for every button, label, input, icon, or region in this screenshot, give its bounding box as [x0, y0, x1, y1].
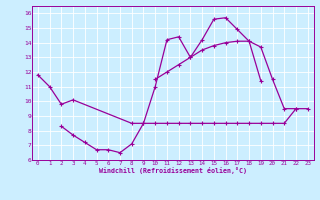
X-axis label: Windchill (Refroidissement éolien,°C): Windchill (Refroidissement éolien,°C)	[99, 167, 247, 174]
